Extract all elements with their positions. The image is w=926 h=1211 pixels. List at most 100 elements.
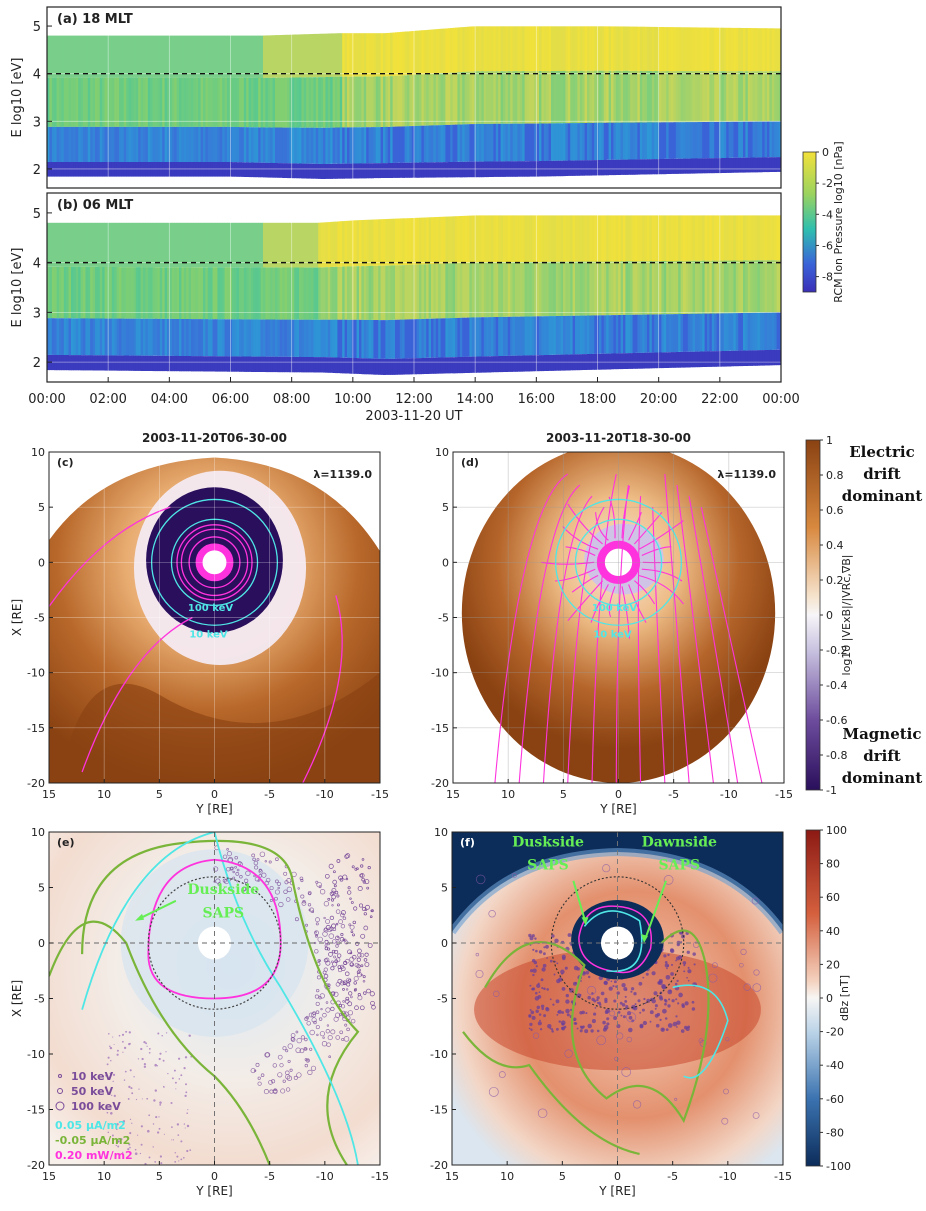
spectrum-column <box>635 26 638 175</box>
spectrum-column <box>699 215 703 368</box>
spectrum-column <box>630 215 633 369</box>
column-mid-energy <box>207 77 211 127</box>
green-current-contour <box>462 1031 640 1155</box>
column-mid-energy <box>421 264 425 319</box>
scatter-point <box>361 906 366 911</box>
column-high-energy <box>726 215 729 261</box>
column-high-energy <box>366 219 369 266</box>
column-lowest-energy <box>704 158 708 174</box>
column-mid-energy <box>623 70 626 123</box>
spectrum-column <box>543 26 547 177</box>
column-high-energy <box>135 35 139 78</box>
pink-flow-contour <box>518 484 581 783</box>
column-low-energy <box>68 318 72 355</box>
x-tick-label: 5 <box>156 788 163 801</box>
scatter-point <box>363 958 368 962</box>
scatter-point <box>350 930 354 934</box>
spectrum-column <box>63 222 67 371</box>
spectrum-column <box>239 222 242 372</box>
scatter-point <box>687 969 692 974</box>
column-lowest-energy <box>699 158 703 174</box>
column-high-energy <box>709 27 713 72</box>
scatter-point <box>625 988 628 991</box>
scatter-point <box>669 989 672 992</box>
spectrum-column <box>138 222 141 371</box>
column-mid-energy <box>299 77 302 128</box>
column-low-energy <box>121 318 125 356</box>
column-lowest-energy <box>779 157 781 172</box>
column-low-energy <box>311 319 314 358</box>
column-mid-energy <box>363 266 367 320</box>
column-low-energy <box>267 127 271 163</box>
column-low-energy <box>320 127 324 164</box>
column-lowest-energy <box>193 356 197 372</box>
column-high-energy <box>692 215 696 261</box>
column-low-energy <box>104 318 108 356</box>
column-low-energy <box>59 126 62 162</box>
dotted-reference-circle <box>550 876 685 1010</box>
column-lowest-energy <box>224 356 228 372</box>
column-mid-energy <box>675 260 679 314</box>
column-high-energy <box>320 33 324 78</box>
spectrum-column <box>546 26 549 177</box>
scatter-point <box>172 1139 175 1141</box>
column-high-energy <box>375 219 379 266</box>
column-low-energy <box>500 316 504 356</box>
column-lowest-energy <box>397 358 401 375</box>
column-high-energy <box>167 35 170 78</box>
spectrum-column <box>246 222 249 372</box>
column-mid-energy <box>368 76 372 128</box>
spectrum-column <box>637 26 641 175</box>
column-high-energy <box>241 35 245 78</box>
column-low-energy <box>200 319 204 357</box>
column-low-energy <box>143 318 146 356</box>
spectrum-column <box>503 215 506 372</box>
y-axis-label: X [RE] <box>10 980 24 1017</box>
scatter-point <box>174 1161 177 1163</box>
column-low-energy <box>587 315 590 354</box>
column-mid-energy <box>294 267 297 320</box>
column-mid-energy <box>95 267 98 319</box>
column-low-energy <box>289 319 293 357</box>
column-high-energy <box>416 30 420 75</box>
scatter-point <box>634 1003 637 1006</box>
spectrum-column <box>500 215 504 373</box>
column-high-energy <box>186 35 189 78</box>
column-mid-energy <box>183 267 187 319</box>
column-lowest-energy <box>447 162 451 178</box>
scatter-point <box>333 1016 339 1022</box>
column-lowest-energy <box>438 162 441 178</box>
column-mid-energy <box>767 260 770 313</box>
spectrum-column <box>659 27 662 175</box>
column-low-energy <box>481 317 485 357</box>
column-low-energy <box>620 122 624 160</box>
column-low-energy <box>673 122 677 159</box>
scatter-point <box>554 938 559 943</box>
column-lowest-energy <box>344 357 348 374</box>
column-low-energy <box>73 318 77 356</box>
column-lowest-energy <box>359 358 362 374</box>
scatter-point <box>212 866 219 872</box>
column-mid-energy <box>661 71 665 123</box>
column-low-energy <box>102 126 105 162</box>
column-low-energy <box>635 122 638 160</box>
column-mid-energy <box>143 77 146 127</box>
column-low-energy <box>51 318 55 355</box>
column-high-energy <box>752 215 756 261</box>
column-low-energy <box>87 318 91 356</box>
column-lowest-energy <box>423 162 427 178</box>
column-lowest-energy <box>366 358 369 375</box>
column-low-energy <box>469 317 473 357</box>
spectrum-column <box>759 215 763 366</box>
scatter-point <box>340 933 344 937</box>
spectrum-column <box>171 35 175 177</box>
spectrum-column <box>539 26 542 177</box>
scatter-point <box>176 1123 180 1126</box>
column-lowest-energy <box>709 158 713 174</box>
column-high-energy <box>524 215 528 263</box>
scatter-point <box>148 1051 151 1054</box>
column-lowest-energy <box>740 350 744 367</box>
side-label-electric: drift <box>863 465 901 483</box>
column-lowest-energy <box>728 157 732 173</box>
dotted-reference-circle <box>147 876 282 1010</box>
